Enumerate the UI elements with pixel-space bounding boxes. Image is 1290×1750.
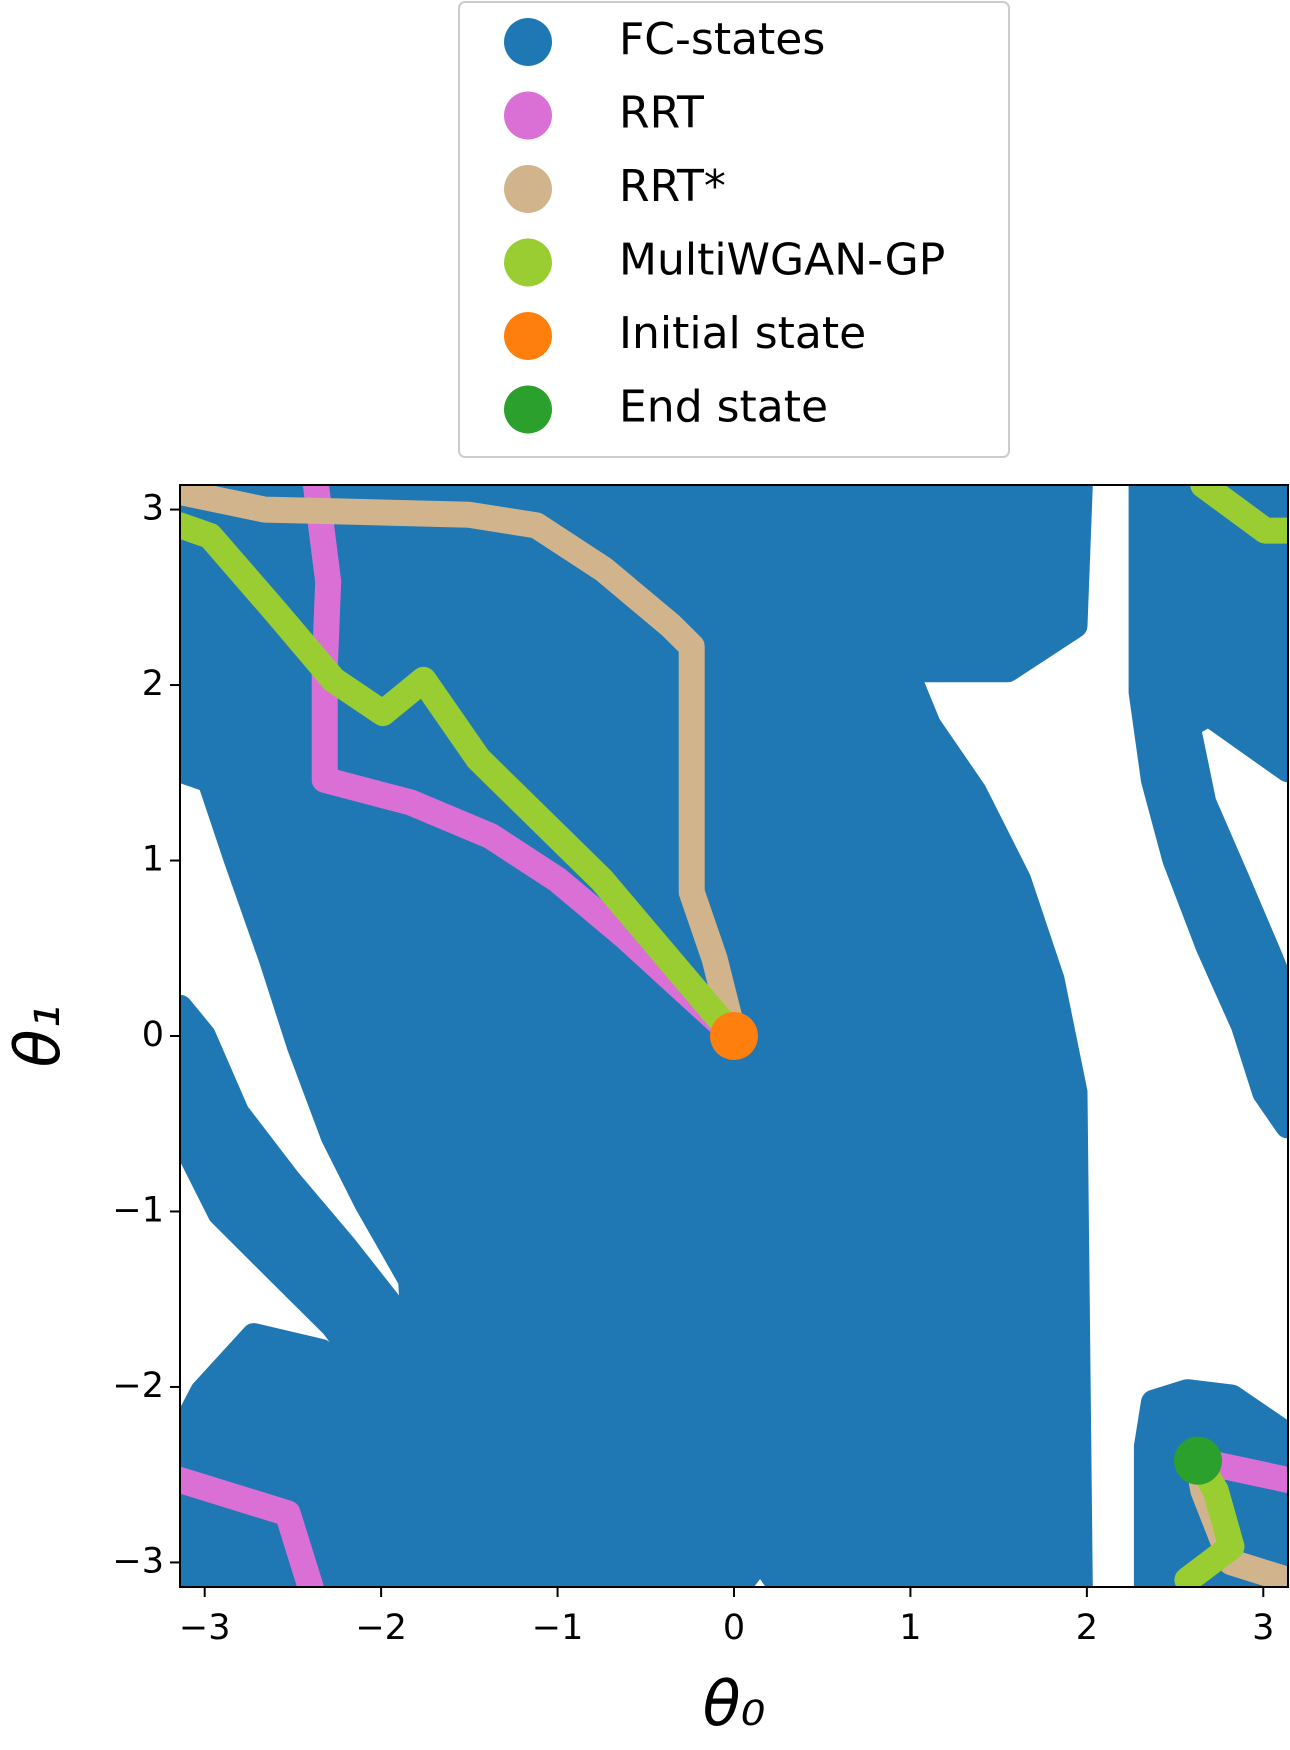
legend-marker bbox=[504, 385, 552, 434]
x-tick-label: −1 bbox=[532, 1608, 584, 1648]
x-tick-label: 3 bbox=[1252, 1608, 1274, 1648]
legend-marker bbox=[504, 312, 552, 360]
x-tick-label: 0 bbox=[723, 1608, 745, 1648]
x-tick-label: −3 bbox=[179, 1608, 231, 1648]
state-point bbox=[710, 1012, 758, 1060]
legend-box bbox=[458, 1, 1010, 458]
y-tick-label: −3 bbox=[112, 1541, 164, 1581]
fc-state-region bbox=[180, 485, 1093, 1587]
x-tick-label: −2 bbox=[355, 1608, 407, 1648]
legend-label: Initial state bbox=[619, 308, 866, 359]
legend-marker bbox=[504, 165, 552, 213]
y-tick-label: −2 bbox=[112, 1366, 164, 1406]
axes: −3 −2 −1 0 1 2 3 −3 −2 −1 0 1 2 3 θ₀ θ₁ bbox=[1, 484, 1289, 1740]
y-tick-label: 3 bbox=[142, 489, 164, 529]
legend-label: End state bbox=[619, 382, 828, 433]
state-point bbox=[1174, 1436, 1223, 1485]
legend-marker bbox=[504, 91, 552, 140]
y-axis-label: θ₁ bbox=[1, 1005, 74, 1068]
legend-marker bbox=[504, 238, 552, 287]
y-tick-label: 2 bbox=[142, 664, 164, 704]
legend-label: MultiWGAN-GP bbox=[619, 235, 945, 286]
plot-area bbox=[180, 485, 1288, 1587]
legend-label: RRT bbox=[619, 88, 704, 139]
fc-state-region bbox=[180, 994, 425, 1399]
y-tick-label: 1 bbox=[142, 840, 164, 880]
x-tick-label: 2 bbox=[1076, 1608, 1098, 1648]
legend-label: FC-states bbox=[619, 14, 825, 65]
y-tick-label: −1 bbox=[112, 1190, 164, 1230]
legend: FC-states RRT RRT* MultiWGAN-GP Initial stat… bbox=[458, 1, 1010, 458]
y-tick-label: 0 bbox=[142, 1015, 164, 1055]
fc-state-region bbox=[1128, 485, 1288, 1139]
legend-label: RRT* bbox=[619, 161, 726, 212]
legend-marker bbox=[504, 18, 552, 66]
x-tick-label: 1 bbox=[899, 1608, 921, 1648]
x-axis-label: θ₀ bbox=[703, 1667, 766, 1740]
